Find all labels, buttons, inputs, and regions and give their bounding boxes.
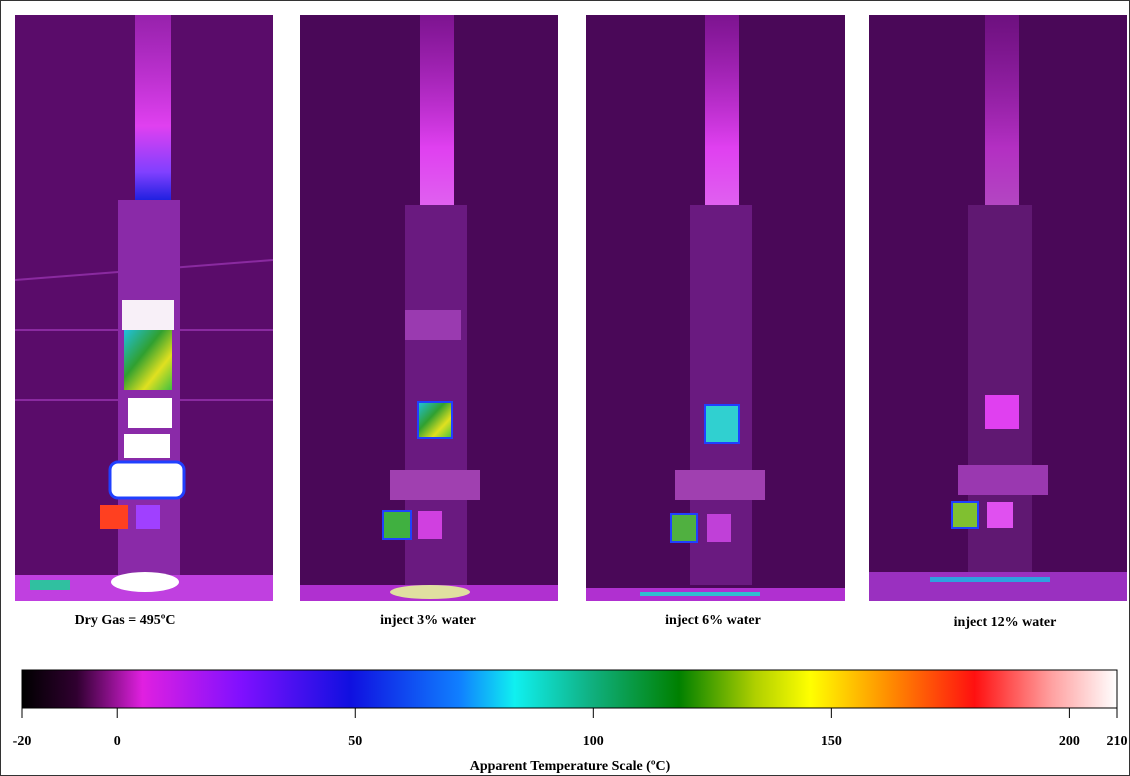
thermal-image bbox=[586, 15, 845, 601]
panel-caption: inject 6% water bbox=[665, 613, 761, 628]
tick-label: 200 bbox=[1059, 734, 1080, 749]
tick-label: 150 bbox=[821, 734, 842, 749]
panel-caption: inject 3% water bbox=[380, 613, 476, 628]
colorbar-label: Apparent Temperature Scale (ºC) bbox=[470, 759, 671, 774]
figure: Dry Gas = 495ºC inject 3% water inject 6… bbox=[0, 0, 1130, 776]
thermal-image bbox=[300, 15, 558, 601]
tick-label: 0 bbox=[114, 734, 121, 749]
colorbar bbox=[22, 670, 1117, 708]
thermal-image bbox=[15, 15, 273, 601]
panel-caption: inject 12% water bbox=[954, 615, 1057, 630]
tick-label: -20 bbox=[13, 734, 32, 749]
tick-label: 50 bbox=[348, 734, 362, 749]
tick-label: 100 bbox=[583, 734, 604, 749]
tick-label: 210 bbox=[1107, 734, 1128, 749]
panel-caption: Dry Gas = 495ºC bbox=[75, 613, 176, 628]
thermal-image bbox=[869, 15, 1127, 601]
